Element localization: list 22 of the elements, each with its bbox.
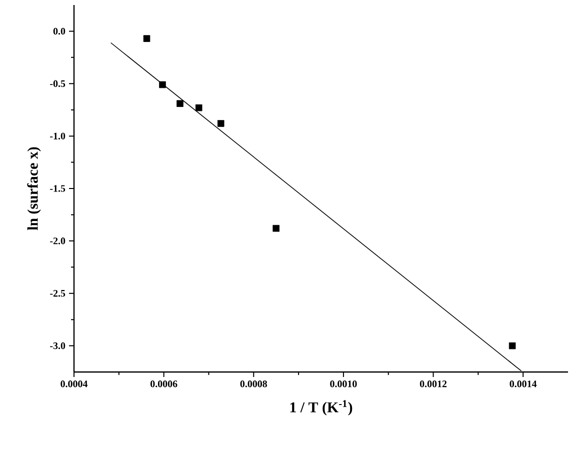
point — [272, 224, 280, 232]
x-tick-label: 0.0010 — [330, 380, 357, 388]
x-axis-title: 1 / T (K$^{-1}$) — [290, 400, 352, 416]
y-tick-label: 0.0 — [53, 28, 66, 35]
x-tick-label: 0.0014 — [510, 380, 537, 388]
y-tick-label: -1.0 — [50, 132, 66, 140]
point — [217, 120, 224, 127]
y-tick-label: -2.5 — [50, 290, 66, 297]
point — [195, 104, 202, 112]
point — [159, 81, 166, 88]
y-tick-label: -2.0 — [50, 238, 66, 244]
y-tick-label: -1.5 — [50, 185, 66, 192]
x-tick-label: 0.0008 — [240, 380, 268, 388]
point — [143, 35, 150, 42]
point — [508, 342, 516, 350]
x-tick-label: 0.0012 — [420, 380, 447, 388]
y-axis-title: ln (surface x) — [27, 147, 41, 230]
x-tick-label: 0.0006 — [150, 380, 178, 388]
point — [176, 100, 184, 107]
y-tick-label: -0.5 — [50, 80, 66, 88]
y-tick-label: -3.0 — [50, 342, 66, 350]
x-tick-label: 0.0004 — [60, 380, 88, 388]
